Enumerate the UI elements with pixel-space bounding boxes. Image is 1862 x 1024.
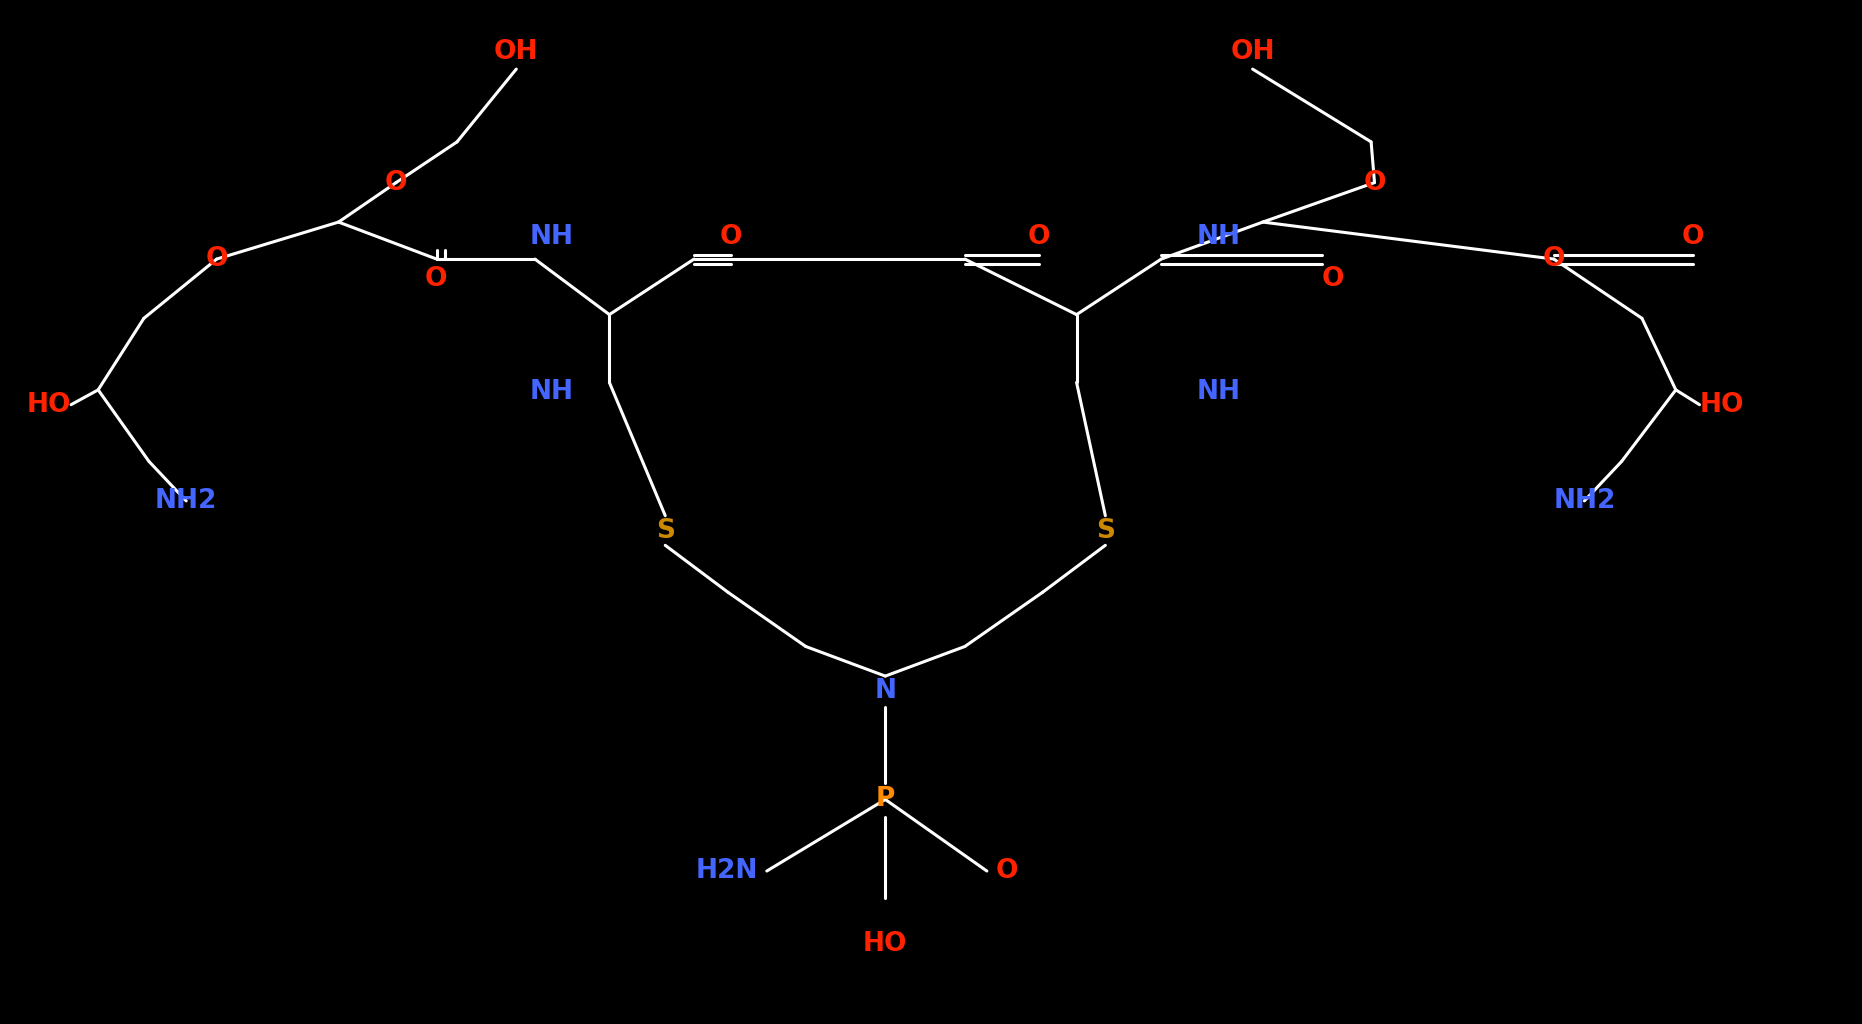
Text: O: O [205,246,227,272]
Text: OH: OH [1231,39,1275,65]
Text: S: S [655,517,674,544]
Text: O: O [385,170,408,196]
Text: HO: HO [864,931,907,956]
Text: HO: HO [1700,391,1745,418]
Text: NH: NH [531,224,573,250]
Text: H2N: H2N [696,858,758,884]
Text: O: O [721,224,743,250]
Text: S: S [1097,517,1115,544]
Text: O: O [1363,170,1385,196]
Text: O: O [1322,266,1344,292]
Text: NH2: NH2 [155,487,218,514]
Text: O: O [1544,246,1566,272]
Text: O: O [996,858,1019,884]
Text: N: N [875,678,896,703]
Text: O: O [1681,224,1704,250]
Text: NH: NH [1197,224,1240,250]
Text: P: P [875,786,896,812]
Text: HO: HO [26,391,71,418]
Text: OH: OH [493,39,538,65]
Text: NH: NH [531,379,573,406]
Text: NH: NH [1197,379,1240,406]
Text: NH2: NH2 [1553,487,1616,514]
Text: O: O [1028,224,1050,250]
Text: O: O [425,266,447,292]
